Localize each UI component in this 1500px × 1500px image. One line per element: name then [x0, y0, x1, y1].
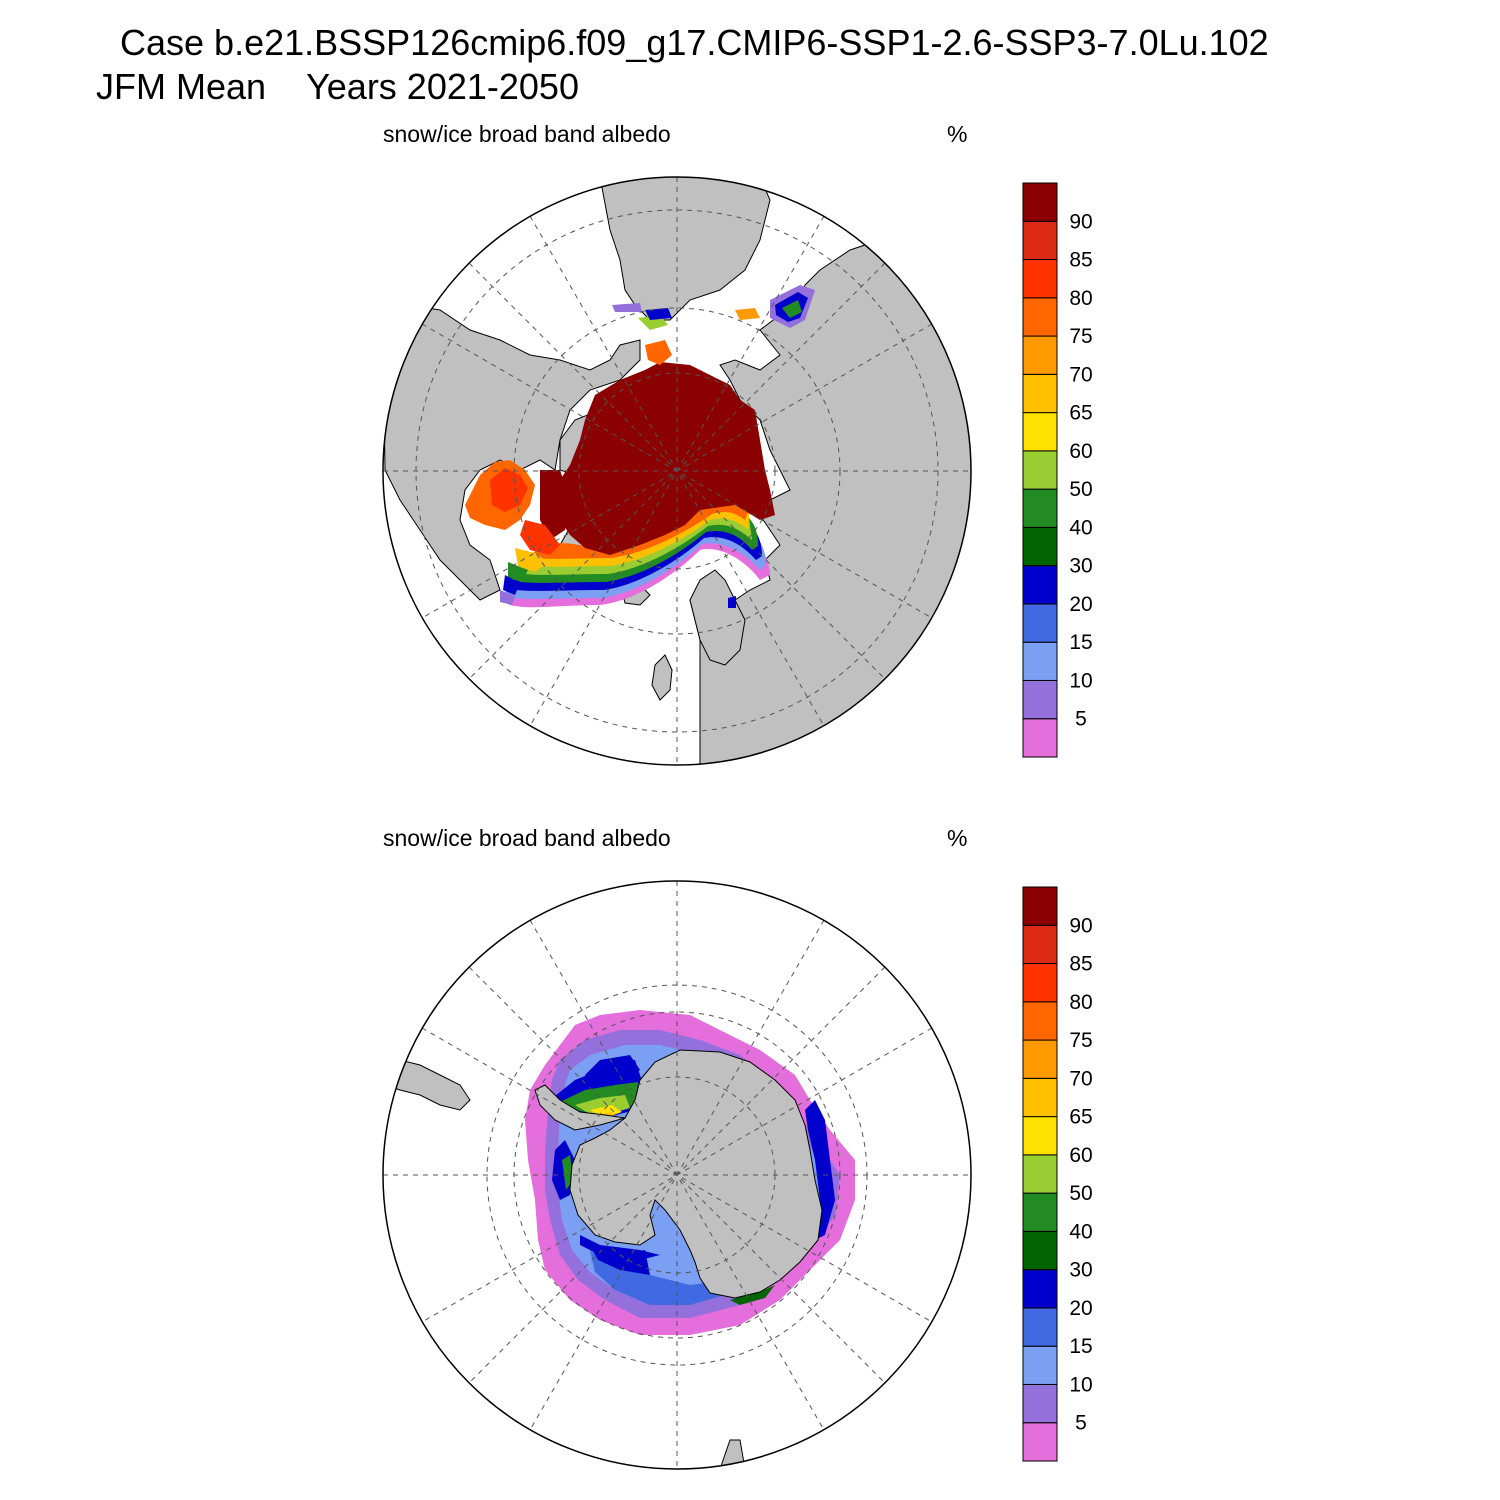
colorbar-south-swatch [1022, 1154, 1058, 1194]
colorbar-north-tick-label: 40 [1069, 516, 1092, 539]
colorbar-north-tick-label: 5 [1075, 708, 1087, 731]
colorbar-south-swatch [1022, 1307, 1058, 1347]
colorbar-south-swatch [1022, 963, 1058, 1003]
colorbar-north-swatch [1022, 679, 1058, 720]
south-units-label: % [947, 825, 968, 851]
arctic-ice-cap [550, 362, 775, 555]
colorbar-south-swatch [1022, 1001, 1058, 1041]
south-america-land [383, 1059, 471, 1111]
colorbar-north-tick-label: 75 [1069, 325, 1092, 348]
antarctic-graticule [383, 881, 971, 1469]
colorbar-north-swatch [1022, 488, 1058, 528]
south-variable-label: snow/ice broad band albedo [383, 825, 671, 851]
colorbar-north-swatch [1022, 220, 1058, 261]
colorbar-north-swatch [1022, 603, 1058, 643]
colorbar-south-tick-label: 70 [1069, 1067, 1092, 1090]
arctic-ice-field [465, 285, 815, 608]
arctic-map [382, 176, 972, 766]
colorbar-north-tick-label: 20 [1069, 593, 1092, 616]
colorbar-north-tick-label: 90 [1069, 210, 1092, 233]
colorbar-south-tick-label: 60 [1069, 1144, 1092, 1167]
colorbar-north: 5 10 15 20 30 40 50 60 65 70 75 80 85 90 [1022, 182, 1093, 758]
colorbar-north-swatch [1022, 297, 1058, 337]
colorbar-north-tick-label: 10 [1069, 669, 1092, 692]
colorbar-south-swatch [1022, 1192, 1058, 1232]
antarctica-land [569, 1049, 823, 1299]
colorbar-north-tick-label: 65 [1069, 402, 1092, 425]
arctic-map-border [382, 176, 972, 766]
colorbar-north-swatch [1022, 526, 1058, 567]
colorbar-north-tick-label: 50 [1069, 478, 1092, 501]
colorbar-south-swatch [1022, 1383, 1058, 1424]
colorbar-south-tick-label: 75 [1069, 1029, 1092, 1052]
colorbar-south: 5 10 15 20 30 40 50 60 65 70 75 80 85 90 [1022, 886, 1093, 1462]
colorbar-north-swatch [1022, 450, 1058, 490]
colorbar-south-tick-label: 90 [1069, 914, 1092, 937]
colorbar-north-tick-label: 70 [1069, 363, 1092, 386]
colorbar-north-swatch [1022, 335, 1058, 375]
colorbar-north-tick-label: 85 [1069, 249, 1092, 272]
colorbar-south-tick-label: 20 [1069, 1297, 1092, 1320]
colorbar-south-swatch [1022, 886, 1058, 926]
years-label: Years 2021-2050 [306, 66, 579, 107]
colorbar-north-swatch [1022, 718, 1058, 758]
colorbar-south-tick-label: 80 [1069, 991, 1092, 1014]
colorbar-south-tick-label: 5 [1075, 1412, 1087, 1435]
colorbar-north-swatch [1022, 259, 1058, 299]
colorbar-north-swatch [1022, 182, 1058, 222]
colorbar-north-swatch [1022, 641, 1058, 681]
colorbar-north-swatch [1022, 565, 1058, 605]
colorbar-south-swatch [1022, 1077, 1058, 1118]
colorbar-north-tick-label: 60 [1069, 440, 1092, 463]
antarctic-map [382, 880, 972, 1470]
colorbar-south-tick-label: 85 [1069, 953, 1092, 976]
colorbar-south-tick-label: 50 [1069, 1182, 1092, 1205]
colorbar-south-tick-label: 30 [1069, 1259, 1092, 1282]
british-isles-land [651, 654, 673, 701]
period-label: JFM Mean [96, 66, 267, 107]
colorbar-south-swatch [1022, 924, 1058, 965]
scandinavia-land [689, 569, 746, 666]
colorbar-south-tick-label: 15 [1069, 1335, 1092, 1358]
arctic-graticule [383, 177, 971, 765]
colorbar-south-tick-label: 10 [1069, 1373, 1092, 1396]
colorbar-south-swatch [1022, 1116, 1058, 1156]
antarctic-map-border [382, 880, 972, 1470]
colorbar-south-swatch [1022, 1345, 1058, 1385]
colorbar-north-tick-label: 30 [1069, 555, 1092, 578]
figure-title: Case b.e21.BSSP126cmip6.f09_g17.CMIP6-SS… [120, 22, 1269, 63]
colorbar-north-swatch [1022, 373, 1058, 414]
colorbar-south-tick-label: 65 [1069, 1106, 1092, 1129]
colorbar-south-swatch [1022, 1422, 1058, 1462]
colorbar-south-swatch [1022, 1269, 1058, 1309]
colorbar-north-swatch [1022, 412, 1058, 452]
antarctic-peninsula [534, 1084, 626, 1131]
figure-subtitle: JFM Mean Years 2021-2050 [96, 68, 579, 106]
colorbar-north-tick-label: 15 [1069, 631, 1092, 654]
north-units-label: % [947, 121, 968, 147]
colorbar-south-swatch [1022, 1230, 1058, 1271]
colorbar-south-swatch [1022, 1039, 1058, 1079]
north-variable-label: snow/ice broad band albedo [383, 121, 671, 147]
colorbar-north-tick-label: 80 [1069, 287, 1092, 310]
colorbar-south-tick-label: 40 [1069, 1220, 1092, 1243]
